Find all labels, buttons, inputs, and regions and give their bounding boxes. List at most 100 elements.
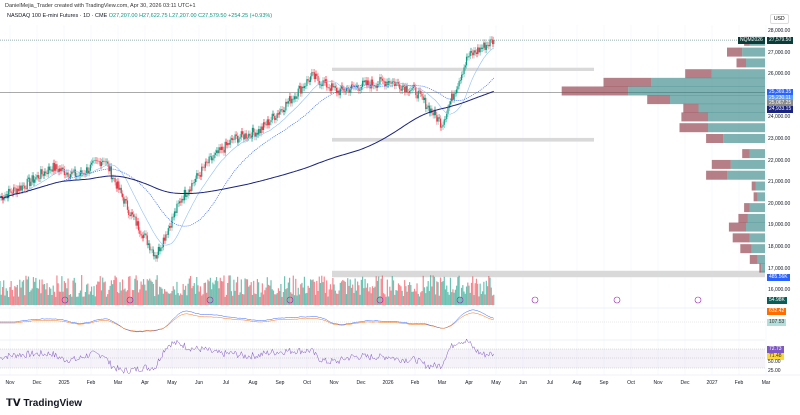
candle-body: [68, 176, 70, 178]
volume-bar: [310, 279, 312, 305]
volume-bar: [206, 292, 208, 305]
volume-bar: [71, 296, 73, 305]
candle-body: [146, 235, 148, 246]
candle-body: [98, 161, 100, 162]
volume-bar: [21, 281, 23, 305]
candle-body: [93, 160, 95, 161]
volume-profile-up: [723, 134, 765, 143]
volume-bar: [374, 286, 376, 305]
volume-bar: [345, 294, 348, 305]
candle-body: [317, 75, 319, 81]
candle-body: [4, 195, 6, 199]
volume-bar: [464, 293, 466, 305]
price-chart[interactable]: [0, 0, 800, 395]
volume-bar: [239, 292, 241, 305]
candle-body: [389, 81, 391, 83]
candle-body: [30, 181, 32, 186]
volume-bar: [67, 278, 69, 305]
x-axis-tick: Oct: [627, 380, 635, 386]
candle-body: [168, 226, 171, 229]
rsi-axis-tick: 50.00: [768, 359, 781, 365]
candle-body: [449, 101, 452, 105]
candle-body: [437, 117, 439, 122]
volume-bar: [167, 293, 169, 305]
volume-bar: [202, 294, 204, 305]
candle-body: [167, 228, 169, 235]
volume-bar: [156, 275, 158, 305]
candle-body: [220, 146, 223, 150]
volume-bar: [484, 294, 486, 305]
candle-body: [55, 164, 57, 171]
candle-body: [412, 85, 414, 89]
volume-bar: [140, 281, 142, 305]
candle-body: [204, 161, 207, 168]
volume-profile-down: [738, 213, 748, 223]
volume-bar: [465, 286, 468, 305]
candle-body: [13, 187, 15, 194]
volume-bar: [222, 281, 224, 305]
candle-body: [56, 164, 58, 170]
candle-body: [11, 192, 13, 194]
candle-body: [370, 79, 372, 89]
candle-body: [396, 82, 398, 83]
volume-bar: [279, 291, 281, 305]
volume-bar: [288, 277, 291, 305]
volume-bar: [422, 275, 424, 305]
candle-body: [170, 226, 172, 228]
candle-body: [53, 162, 56, 171]
volume-bar: [126, 290, 129, 305]
volume-bar: [339, 282, 341, 305]
candle-body: [15, 188, 17, 194]
candle-body: [123, 197, 125, 204]
volume-bar: [418, 296, 421, 305]
candle-body: [214, 152, 216, 155]
candle-body: [228, 143, 230, 145]
candle-body: [416, 95, 418, 99]
volume-bar: [301, 282, 303, 305]
candle-body: [272, 113, 275, 117]
candle-body: [240, 131, 242, 138]
candle-body: [446, 113, 448, 120]
candle-body: [303, 86, 306, 89]
candle-body: [126, 200, 129, 210]
volume-bar: [260, 292, 262, 305]
candle-body: [345, 88, 348, 92]
volume-bar: [277, 288, 280, 305]
volume-bar: [37, 288, 39, 305]
volume-bar: [303, 276, 306, 305]
candle-body: [243, 134, 245, 140]
volume-bar: [93, 286, 95, 305]
candle-body: [418, 90, 421, 92]
candle-body: [379, 77, 381, 85]
volume-bar: [74, 282, 77, 305]
volume-bar: [112, 284, 114, 305]
candle-body: [281, 109, 283, 110]
candle-body: [47, 166, 49, 175]
volume-bar: [34, 281, 36, 305]
currency-button[interactable]: USD: [770, 14, 789, 24]
candle-body: [172, 216, 174, 218]
volume-bar: [302, 287, 304, 305]
candle-body: [97, 160, 99, 162]
candle-body: [207, 162, 209, 164]
volume-bar: [340, 281, 343, 305]
volume-bar: [87, 283, 89, 305]
candle-body: [463, 67, 465, 74]
candle-body: [82, 173, 84, 174]
candle-body: [21, 185, 23, 191]
volume-bar: [159, 286, 161, 305]
x-axis-tick: Apr: [141, 380, 149, 386]
candle-body: [74, 169, 77, 177]
candle-body: [113, 177, 115, 179]
candle-body: [43, 171, 46, 176]
volume-bar: [463, 291, 465, 305]
symbol-legend[interactable]: NASDAQ 100 E-mini Futures · 1D · CME O27…: [7, 13, 272, 19]
candle-body: [62, 167, 64, 170]
candle-body: [453, 93, 455, 100]
candle-body: [162, 237, 164, 248]
candle-body: [359, 89, 361, 91]
moving-average-line: [0, 47, 494, 246]
volume-bar: [300, 284, 302, 305]
x-axis-tick: 2027: [706, 380, 718, 386]
candle-body: [186, 195, 188, 197]
